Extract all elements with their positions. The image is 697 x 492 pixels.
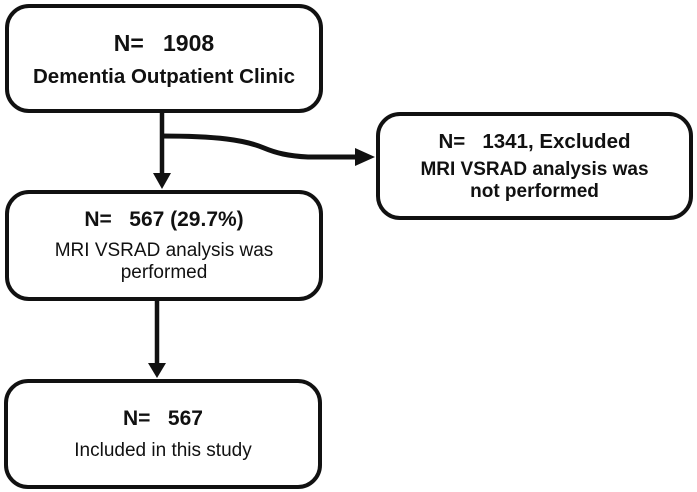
performed-n-count: N= 567 (29.7%) (84, 208, 244, 232)
arrow-clinic-to-excluded-icon (159, 133, 375, 166)
performed-description: MRI VSRAD analysis was performed (54, 240, 274, 284)
box-included-in-study: N= 567 Included in this study (4, 379, 322, 489)
arrow-clinic-to-performed-icon (153, 110, 171, 189)
box-excluded: N= 1341, Excluded MRI VSRAD analysis was… (376, 112, 693, 220)
included-description: Included in this study (74, 439, 252, 461)
clinic-n-count: N= 1908 (113, 29, 215, 56)
included-n-count: N= 567 (123, 407, 203, 431)
arrow-performed-to-included-icon (148, 301, 166, 378)
excluded-n-count: N= 1341, Excluded (438, 129, 631, 153)
box-vsrad-performed: N= 567 (29.7%) MRI VSRAD analysis was pe… (5, 190, 323, 301)
box-dementia-outpatient-clinic: N= 1908 Dementia Outpatient Clinic (5, 4, 323, 113)
clinic-description: Dementia Outpatient Clinic (33, 64, 295, 88)
excluded-description: MRI VSRAD analysis was not performed (420, 159, 649, 203)
